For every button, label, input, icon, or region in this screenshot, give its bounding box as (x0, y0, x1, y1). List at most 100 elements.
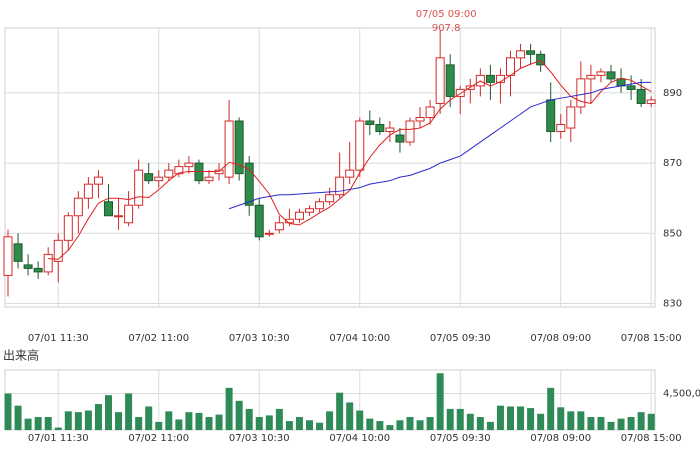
volume-bar (527, 408, 535, 430)
x-tick-label: 07/02 11:00 (128, 433, 189, 444)
volume-bar (245, 408, 253, 430)
volume-bar (547, 387, 555, 430)
candle-body (3, 236, 13, 276)
volume-bar (165, 411, 173, 430)
volume-bar (517, 406, 525, 430)
candle-body (646, 99, 656, 104)
volume-bar (285, 421, 293, 430)
volume-bar (406, 417, 414, 430)
y-tick-label: 890 (663, 88, 682, 99)
candle-body (274, 222, 284, 231)
candle-body (224, 120, 234, 178)
candle-body (365, 120, 375, 126)
volume-bar (225, 387, 233, 430)
moving-average (48, 60, 652, 260)
candle-body (546, 99, 556, 133)
candle-body (445, 64, 455, 97)
candle-body (174, 166, 184, 175)
volume-bar (557, 407, 565, 430)
volume-bar (54, 427, 62, 430)
volume-bar (14, 405, 22, 430)
volume-bar (607, 421, 615, 430)
candle-body (294, 211, 304, 220)
x-tick-label: 07/04 10:00 (329, 333, 390, 344)
candle-body (63, 215, 73, 241)
volume-bar (446, 408, 454, 430)
candle-body (636, 88, 646, 104)
candle-body (415, 116, 425, 122)
volume-bar (356, 410, 364, 430)
volume-bar (275, 408, 283, 430)
volume-bar (617, 418, 625, 430)
volume-bar (436, 373, 444, 430)
volume-bar (215, 414, 223, 430)
volume-bar (496, 405, 504, 430)
volume-bar (34, 417, 42, 430)
volume-bar (386, 425, 394, 430)
volume-bar (376, 421, 384, 430)
candle-body (556, 124, 566, 133)
volume-bar (597, 417, 605, 430)
volume-bar (145, 406, 153, 430)
volume-bar (647, 413, 655, 430)
volume-bar (205, 417, 213, 430)
volume-bar (316, 422, 324, 430)
x-tick-label: 07/01 11:30 (28, 333, 89, 344)
price-frame (4, 27, 656, 308)
x-tick-label: 07/08 15:00 (621, 333, 682, 344)
candle-body (345, 169, 355, 178)
volume-tick-label: 4,500,000 (663, 389, 700, 400)
volume-bar (426, 417, 434, 430)
volume-bar (64, 411, 72, 430)
candle-body (144, 173, 154, 182)
volume-bar (567, 411, 575, 430)
candle-body (526, 50, 536, 55)
volume-bar (627, 417, 635, 430)
annotation-label: 07/05 09:00 (416, 9, 477, 20)
volume-bar (185, 412, 193, 430)
x-tick-label: 07/08 15:00 (621, 433, 682, 444)
volume-bar (195, 412, 203, 430)
volume-title: 出来高 (3, 348, 39, 363)
volume-bar (537, 413, 545, 430)
volume-bar (507, 406, 514, 430)
candle-body (93, 176, 103, 185)
candle-body (425, 106, 435, 118)
volume-bar (255, 417, 263, 430)
volume-bar (265, 415, 273, 430)
volume-bar (306, 420, 313, 430)
candle-body (184, 162, 194, 168)
volume-bar (466, 413, 474, 430)
volume-bar (74, 412, 82, 430)
candle-body (355, 120, 365, 171)
volume-bar (587, 417, 595, 430)
volume-bar (84, 410, 92, 430)
candle-body (325, 194, 335, 203)
candle-body (284, 218, 294, 224)
candle-body (43, 253, 53, 273)
volume-bar (326, 411, 334, 430)
candle-body (375, 124, 385, 133)
candle-body (405, 120, 415, 143)
candle-body (13, 243, 23, 262)
candle-body (204, 176, 214, 182)
volume-bar (155, 421, 163, 430)
volume-bar (4, 393, 12, 430)
candle-body (124, 204, 134, 224)
x-tick-label: 07/03 10:30 (229, 433, 290, 444)
candle-body (23, 264, 33, 269)
x-tick-label: 07/03 10:30 (229, 333, 290, 344)
candle-body (104, 201, 113, 217)
candle-body (616, 78, 626, 87)
volume-bar (476, 417, 484, 430)
x-tick-label: 07/08 09:00 (530, 333, 591, 344)
candle-body (606, 71, 616, 80)
candle-body (536, 53, 546, 66)
candle-body (154, 176, 164, 182)
volume-bar (456, 408, 464, 430)
candle-body (335, 176, 345, 196)
candle-body (385, 127, 395, 133)
candle-body (315, 201, 325, 210)
volume-bar (486, 421, 494, 430)
